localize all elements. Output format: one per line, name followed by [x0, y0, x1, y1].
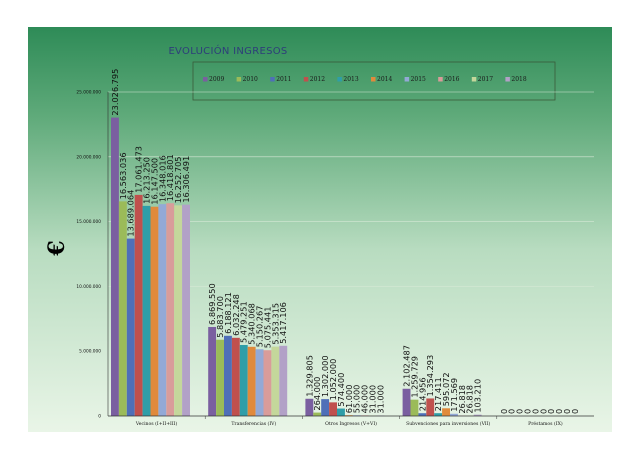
y-tick-label: 15.000.000 — [76, 219, 101, 225]
x-category-label: Transferencias (IV) — [231, 420, 276, 427]
bar-2009 — [208, 327, 216, 416]
data-label: 13.689.064 — [126, 190, 136, 237]
legend-swatch-2017 — [472, 77, 477, 82]
legend-entry-2016: 2016 — [444, 76, 459, 83]
bar-2011 — [418, 413, 426, 416]
legend-swatch-2014 — [371, 77, 376, 82]
data-label: 23.026.795 — [110, 69, 120, 116]
bar-2016 — [264, 350, 272, 416]
legend-swatch-2010 — [237, 77, 242, 82]
x-category-label: Préstamos (IX) — [528, 420, 563, 427]
bar-2010 — [313, 413, 321, 416]
bar-2011 — [224, 336, 232, 416]
bar-2018 — [182, 205, 190, 416]
y-tick-label: 0 — [98, 414, 101, 420]
legend-swatch-2013 — [337, 77, 342, 82]
legend-entry-2010: 2010 — [243, 76, 258, 83]
legend-entry-2018: 2018 — [511, 76, 526, 83]
legend-swatch-2012 — [304, 77, 309, 82]
bar-2014 — [248, 347, 256, 416]
bar-2013 — [434, 413, 442, 416]
bar-2014 — [151, 207, 159, 416]
bar-2012 — [135, 195, 143, 416]
legend-entry-2013: 2013 — [343, 76, 358, 83]
legend-entry-2011: 2011 — [276, 76, 291, 83]
bar-2012 — [232, 338, 240, 416]
bar-2017 — [271, 347, 279, 416]
bar-2018 — [279, 346, 287, 416]
bar-2013 — [240, 345, 248, 416]
bar-2015 — [158, 204, 166, 416]
bar-2016 — [166, 203, 174, 416]
chart-title: EVOLUCIÓN INGRESOS — [168, 44, 287, 57]
x-category-label: Vecinos (I+II+III) — [135, 420, 178, 427]
legend-entry-2014: 2014 — [377, 76, 392, 83]
y-tick-label: 5.000.000 — [79, 349, 101, 355]
x-category-label: Subvenciones para inversiones (VII) — [406, 420, 490, 427]
bar-2013 — [143, 206, 151, 416]
data-label: 16.306.491 — [181, 156, 191, 203]
legend-swatch-2009 — [203, 77, 208, 82]
y-axis-label: € — [44, 240, 70, 256]
legend-swatch-2016 — [438, 77, 443, 82]
data-label: 103.210 — [473, 379, 483, 413]
x-category-label: Otros Ingresos (V+VI) — [325, 420, 377, 427]
bar-2011 — [321, 399, 329, 416]
bar-2010 — [216, 340, 224, 416]
bar-2017 — [174, 205, 182, 416]
bar-2011 — [127, 239, 135, 416]
legend-entry-2009: 2009 — [209, 76, 224, 83]
data-label: 5.417.106 — [278, 302, 288, 344]
legend-entry-2012: 2012 — [310, 76, 325, 83]
y-tick-label: 10.000.000 — [76, 284, 101, 290]
y-tick-label: 25.000.000 — [76, 90, 101, 96]
legend-entry-2015: 2015 — [411, 76, 426, 83]
data-label: 0 — [570, 409, 580, 414]
legend-swatch-2018 — [505, 77, 510, 82]
legend-entry-2017: 2017 — [478, 76, 493, 83]
legend-swatch-2015 — [405, 77, 410, 82]
bar-2015 — [256, 349, 264, 416]
y-tick-label: 20.000.000 — [76, 154, 101, 160]
data-label: 31.000 — [375, 385, 385, 414]
legend-swatch-2011 — [270, 77, 275, 82]
